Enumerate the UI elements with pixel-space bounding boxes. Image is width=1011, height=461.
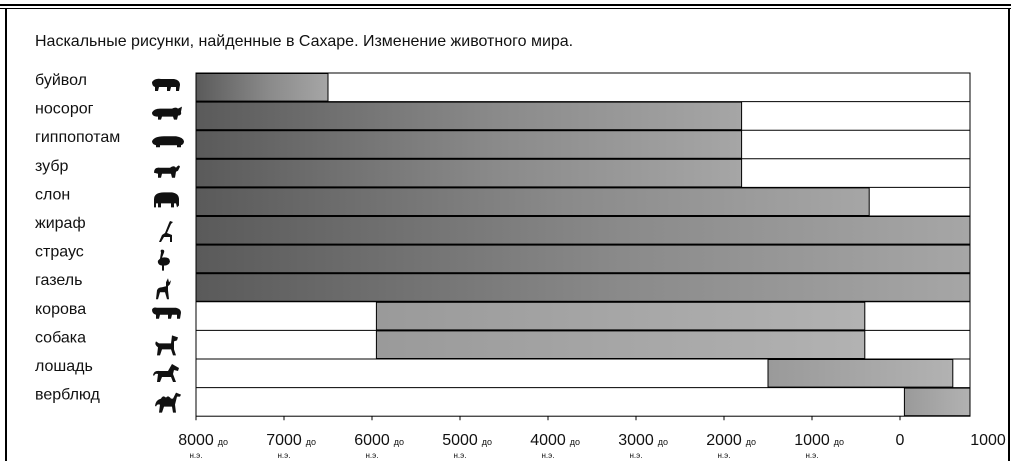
row-label: буйвол — [35, 72, 87, 89]
bar-буйвол — [195, 73, 329, 102]
x-tick-suffix: до — [570, 437, 580, 447]
camel-icon — [155, 392, 181, 413]
bar-носорог — [195, 101, 743, 131]
frame-top-border — [0, 4, 1011, 6]
frame-top-inner-border — [0, 8, 1011, 9]
bar-лошадь — [767, 359, 954, 388]
row-label: корова — [35, 301, 86, 318]
bar-собака — [375, 330, 866, 359]
row-label: слон — [35, 186, 70, 203]
bar-зубр — [195, 158, 743, 188]
bar-верблюд — [903, 387, 971, 417]
row-label: страус — [35, 244, 84, 261]
bar-газель — [195, 273, 971, 302]
x-tick-era: н.э. — [190, 451, 203, 460]
x-tick-suffix: до — [218, 437, 228, 447]
x-tick-suffix: до — [834, 437, 844, 447]
bar-корова — [375, 301, 866, 331]
x-tick-era: н.э. — [806, 451, 819, 460]
x-tick-era: н.э. — [718, 451, 731, 460]
x-tick-label: 7000 — [266, 432, 302, 449]
bar-жираф — [195, 216, 971, 245]
ostrich-icon — [157, 249, 170, 271]
row-label: жираф — [35, 215, 86, 232]
row-label: верблюд — [35, 387, 101, 404]
elephant-icon — [154, 192, 179, 208]
row-label: зубр — [35, 158, 69, 175]
rhinoceros-icon — [152, 106, 182, 120]
bison-icon — [154, 165, 180, 178]
frame-right-border — [1008, 8, 1010, 461]
row-label: газель — [35, 272, 82, 289]
x-tick-suffix: до — [746, 437, 756, 447]
x-tick-label: 1000 — [970, 432, 1006, 449]
x-tick-label: 1000 — [794, 432, 830, 449]
x-tick-era: н.э. — [454, 451, 467, 460]
x-tick-era: н.э. — [366, 451, 379, 460]
x-tick-label: 4000 — [530, 432, 566, 449]
bar-гиппопотам — [195, 130, 743, 159]
chart-title: Наскальные рисунки, найденные в Сахаре. … — [35, 33, 574, 50]
x-tick-era: н.э. — [278, 451, 291, 460]
frame-left-border — [5, 8, 7, 461]
row-label: лошадь — [35, 358, 93, 375]
row-label: гиппопотам — [35, 129, 120, 146]
hippopotamus-icon — [152, 136, 184, 148]
buffalo-icon — [152, 78, 180, 91]
dog-icon — [155, 335, 178, 356]
cow-icon — [152, 307, 181, 319]
x-tick-era: н.э. — [630, 451, 643, 460]
x-tick-label: 2000 — [706, 432, 742, 449]
gazelle-icon — [156, 278, 171, 300]
x-tick-label: 5000 — [442, 432, 478, 449]
x-tick-label: 6000 — [354, 432, 390, 449]
x-tick-label: 3000 — [618, 432, 654, 449]
x-tick-suffix: до — [306, 437, 316, 447]
x-tick-suffix: до — [482, 437, 492, 447]
giraffe-icon — [159, 221, 173, 242]
bar-слон — [195, 187, 870, 216]
x-tick-suffix: до — [394, 437, 404, 447]
x-tick-label: 0 — [896, 432, 905, 449]
x-tick-label: 8000 — [178, 432, 214, 449]
row-label: собака — [35, 329, 86, 346]
x-tick-era: н.э. — [542, 451, 555, 460]
horse-icon — [153, 364, 179, 382]
row-label: носорог — [35, 101, 94, 118]
x-tick-suffix: до — [658, 437, 668, 447]
bar-страус — [195, 244, 971, 274]
